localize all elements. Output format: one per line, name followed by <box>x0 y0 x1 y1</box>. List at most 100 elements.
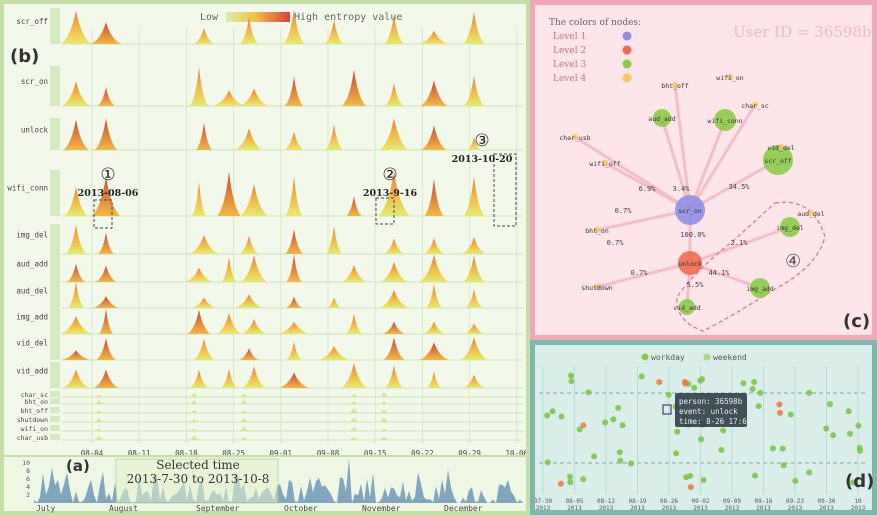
node-label-vid-del: vid_del <box>767 144 794 152</box>
node-char-usb <box>572 134 578 140</box>
node-label-unlock: unlock <box>678 260 702 268</box>
entropy-peak <box>285 296 303 308</box>
row-label-vid_del: vid_del <box>16 339 48 348</box>
event-point <box>591 453 598 460</box>
entropy-peak <box>284 131 304 150</box>
entropy-peak <box>240 255 268 282</box>
row-label-scr_off: scr_off <box>16 17 48 26</box>
entropy-peak <box>379 428 389 431</box>
legend-weekend-text: weekend <box>713 353 747 362</box>
entropy-peak <box>463 11 485 44</box>
transition-edge <box>689 261 761 290</box>
entropy-peak <box>286 254 302 282</box>
event-point <box>602 419 609 426</box>
event-point <box>830 432 837 439</box>
entropy-peak <box>278 321 310 334</box>
group-number: ④ <box>785 251 801 272</box>
transition-edge <box>688 104 757 211</box>
entropy-peak <box>93 369 119 388</box>
row-label-shutdown: shutdown <box>17 416 48 424</box>
entropy-peak <box>94 428 104 431</box>
entropy-peak <box>241 319 267 334</box>
x-tick-10-06: 10-06 <box>506 449 526 458</box>
row-label-aud_add: aud_add <box>16 260 48 269</box>
user-id-text: User ID = 36598b <box>733 23 872 41</box>
row-label-scr_on: scr_on <box>21 77 48 86</box>
node-vid-del <box>778 144 784 150</box>
event-point <box>619 422 626 429</box>
entropy-timeline-chart[interactable]: Low High entropy value scr_off scr_onunlo… <box>4 4 526 460</box>
selected-point-marker <box>662 404 672 415</box>
edge-label: 3.4% <box>673 185 691 193</box>
row-label-unlock: unlock <box>21 125 49 134</box>
node-label-char-usb: char_usb <box>559 134 590 142</box>
entropy-peak <box>193 28 215 44</box>
entropy-peak <box>463 255 485 282</box>
row-label-bar <box>50 416 60 422</box>
annotation-date-2: 2013-9-16 <box>363 188 418 199</box>
legend-level-1: Level 1 <box>553 32 586 42</box>
event-point <box>567 473 573 480</box>
node-img-add <box>750 278 770 298</box>
event-point <box>845 408 852 415</box>
node-bht-on <box>594 227 600 233</box>
entropy-peak <box>63 119 89 150</box>
entropy-peak <box>419 30 449 44</box>
x-tick-08-11: 08-11 <box>128 449 151 458</box>
x-tick-09-01: 09-01 <box>270 449 293 458</box>
event-point <box>544 459 551 466</box>
entropy-peak <box>341 69 367 106</box>
event-point <box>792 477 799 484</box>
x-tick-08-04: 08-04 <box>81 449 104 458</box>
transition-graph[interactable]: The colors of nodes: Level 1 Level 2 Level… <box>535 5 872 335</box>
entropy-peak <box>234 294 264 308</box>
entropy-peak <box>242 366 266 388</box>
entropy-peak <box>189 66 209 106</box>
x-tick-08-05: 08-05 <box>565 498 583 505</box>
x-year: 2013 <box>630 505 645 510</box>
event-scatter-panel: workday weekend 07-30 2013 08-05 2013 08-12 2… <box>530 340 877 515</box>
node-label-scr-off: scr_off <box>764 157 791 165</box>
entropy-peak <box>384 365 404 388</box>
entropy-peak <box>193 338 215 360</box>
event-point <box>806 389 813 396</box>
edge-label: 0.7% <box>615 207 633 215</box>
transition-edge <box>688 119 727 211</box>
entropy-peak <box>340 363 368 388</box>
entropy-peak <box>379 400 389 404</box>
selected-time-range: 2013-7-30 to 2013-10-8 <box>127 472 270 486</box>
entropy-peak <box>90 22 122 44</box>
event-point <box>617 457 624 464</box>
row-label-bar <box>50 224 60 254</box>
node-label-char-sc: char_sc <box>741 102 768 110</box>
entropy-peak <box>341 265 367 282</box>
event-point <box>568 372 574 379</box>
entropy-peak <box>349 401 359 404</box>
month-label-august: August <box>109 504 138 513</box>
entropy-peak <box>419 342 449 360</box>
node-aud-del <box>808 210 814 216</box>
tooltip-line-3: time: 8-26 17:6 <box>679 417 747 426</box>
entropy-peak <box>383 238 405 254</box>
node-label-shutdown: shutdown <box>581 284 612 292</box>
transition-edge <box>689 158 779 212</box>
entropy-peak <box>349 407 359 413</box>
activity-area <box>34 458 524 503</box>
entropy-peak <box>189 235 219 254</box>
row-label-vid_add: vid_add <box>16 367 48 376</box>
row-label-char_usb: char_usb <box>17 434 48 442</box>
transition-edge <box>596 208 691 232</box>
entropy-peak <box>325 124 343 150</box>
entropy-peak <box>384 83 404 106</box>
month-label-november: November <box>362 504 401 513</box>
event-scatter-chart[interactable]: workday weekend 07-30201308-05201308-122… <box>535 345 872 510</box>
edge-label: 2.1% <box>731 239 749 247</box>
entropy-peak <box>220 368 238 388</box>
row-label-bar <box>50 118 60 150</box>
selected-time-brush[interactable] <box>115 458 279 504</box>
node-scr-off <box>763 145 793 175</box>
event-point <box>544 412 551 419</box>
event-point <box>777 409 783 416</box>
month-label-december: December <box>444 504 483 513</box>
